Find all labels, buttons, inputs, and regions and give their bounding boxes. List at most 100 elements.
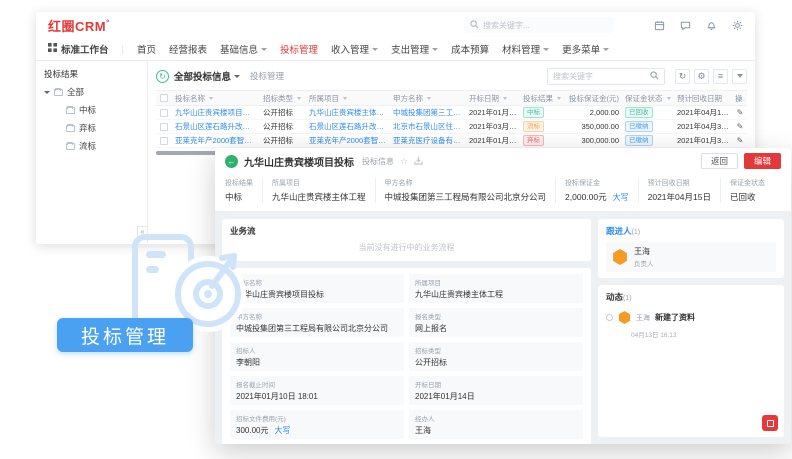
bid-detail-modal: ← 九华山庄贵宾楼项目投标 投标信息 ☆ 返回 编辑 投标结果 中标 所属项目 … (215, 148, 791, 444)
chevron-down-icon (261, 47, 268, 51)
field-bid-name: 投标名称 九华山庄贵宾楼项目投标 (230, 274, 404, 303)
uppercase-link[interactable]: 大写 (274, 426, 291, 435)
bell-icon[interactable] (706, 20, 717, 31)
activity-time: 04月13日 16:13 (631, 332, 677, 339)
gear-icon[interactable] (732, 20, 743, 31)
tree-title: 投标结果 (44, 69, 79, 79)
filter-icon[interactable] (209, 96, 213, 100)
refresh-icon[interactable]: ↻ (675, 68, 690, 84)
nav-item-material[interactable]: 材料管理 (502, 42, 550, 56)
folder-icon (66, 123, 75, 132)
filter-icon[interactable] (732, 68, 747, 84)
table-header-row: 投标名称 招标类型 所属项目 甲方名称 开标日期 投标结果 投标保证金(元) 保… (156, 90, 747, 106)
field-tender-type: 招标类型 公开招标 (409, 342, 583, 371)
edit-icon[interactable]: ✎ (736, 122, 744, 131)
app-logo: 红圈CRM° (48, 18, 110, 34)
nav-item-expense[interactable]: 支出管理 (391, 42, 439, 56)
summary-deposit: 投标保证金 2,000.00元 大写 (555, 178, 638, 203)
nav-item-reports[interactable]: 经营报表 (169, 45, 208, 56)
row-checkbox[interactable] (160, 136, 168, 145)
column-list-icon[interactable]: ≡ (713, 68, 728, 84)
status-badge: 已缴纳 (625, 135, 653, 146)
table-search[interactable] (547, 67, 665, 85)
summary-party: 甲方名称 中城投集团第三工程局有限公司北京分公司 (374, 178, 556, 203)
nav-item-basic-info[interactable]: 基础信息 (220, 42, 268, 56)
project-link[interactable]: 九华山庄贵宾楼主体工程 (272, 192, 366, 202)
business-flow-card: 业务流 当前没有进行中的业务流程 (222, 219, 591, 261)
calendar-icon[interactable] (654, 20, 665, 31)
clock-icon (606, 314, 613, 321)
edit-icon[interactable]: ✎ (736, 108, 744, 117)
project-link[interactable]: 九华山庄贵宾楼主体工程 (415, 290, 503, 299)
filter-icon[interactable] (666, 96, 671, 100)
detail-fields-card: 投标名称 九华山庄贵宾楼项目投标 所属项目 九华山庄贵宾楼主体工程 甲方名称 中… (222, 268, 591, 444)
summary-bar: 投标结果 中标 所属项目 九华山庄贵宾楼主体工程 甲方名称 中城投集团第三工程局… (215, 174, 791, 212)
global-search[interactable] (464, 17, 614, 33)
refresh-view-icon[interactable]: ↻ (156, 69, 169, 83)
folder-icon (66, 105, 75, 114)
nav-item-home[interactable]: 首页 (136, 45, 156, 56)
search-icon (470, 16, 479, 34)
handler-link[interactable]: 王海 (415, 426, 431, 435)
row-checkbox[interactable] (160, 122, 168, 131)
status-badge: 已缴纳 (625, 121, 653, 132)
table-row[interactable]: 石景山区莲石路升改造工程 公开招标 石景山区莲石路升改造工程 北京市石景山区住房… (156, 120, 747, 134)
party-link[interactable]: 中城投集团第三工程局有限公司北京分公司 (236, 324, 388, 333)
detail-title: 九华山庄贵宾楼项目投标 (244, 157, 354, 169)
view-selector[interactable]: 全部投标信息 (174, 72, 232, 83)
chevron-down-icon (432, 47, 439, 51)
back-icon[interactable]: ← (225, 154, 238, 168)
tree-expand-icon[interactable] (44, 90, 50, 94)
table-row[interactable]: 亚莱克年产2000套智能... 公开招标 亚莱克年产2000套智能... 亚莱克… (156, 134, 747, 148)
avatar (613, 249, 627, 265)
table-row[interactable]: 九华山庄贵宾楼项目投标 公开招标 九华山庄贵宾楼主体工程 中城投集团第三工程局有… (156, 106, 747, 120)
tree-node-won[interactable]: 中标 (66, 104, 139, 116)
field-handler: 经办人 王海 (409, 410, 583, 439)
nav-item-income[interactable]: 收入管理 (331, 42, 379, 56)
tree-node-failed[interactable]: 流标 (66, 140, 139, 152)
tree-node-abandoned[interactable]: 弃标 (66, 122, 139, 134)
nav-divider: | (121, 43, 124, 55)
search-icon (650, 67, 659, 85)
return-button[interactable]: 返回 (700, 153, 738, 169)
nav-item-budget[interactable]: 成本预算 (451, 45, 490, 56)
result-tree-sidebar: 投标结果 全部 中标 弃标 流标 « (36, 61, 148, 243)
field-project: 所属项目 九华山庄贵宾楼主体工程 (409, 274, 583, 303)
nav-item-bidding[interactable]: 投标管理 (280, 45, 319, 56)
nav-item-more[interactable]: 更多菜单 (562, 42, 610, 56)
field-doc-fee: 招标文件费用(元) 300.00元 大写 (230, 410, 404, 439)
chevron-down-icon (603, 47, 610, 51)
bid-management-button[interactable]: 投标管理 (57, 318, 193, 352)
activity-item[interactable]: 王海 新建了资料 (606, 311, 776, 324)
edit-icon[interactable]: ✎ (736, 136, 744, 145)
detail-subtitle: 投标信息 (362, 156, 394, 166)
filter-icon[interactable] (557, 96, 561, 100)
folder-icon (66, 141, 75, 150)
status-badge: 已回收 (625, 107, 653, 118)
field-tenderer: 招标人 李朝阳 (230, 342, 404, 371)
filter-icon[interactable] (427, 96, 431, 100)
follower-item[interactable]: 王海 负责人 (606, 242, 776, 272)
filter-icon[interactable] (503, 96, 507, 100)
export-icon[interactable] (414, 152, 423, 170)
filter-icon[interactable] (297, 96, 301, 100)
row-checkbox[interactable] (160, 108, 168, 117)
nav-workbench[interactable]: 标准工作台 (48, 42, 109, 56)
result-badge: 流标 (523, 121, 544, 132)
uppercase-link[interactable]: 大写 (612, 193, 629, 202)
table-search-input[interactable] (553, 71, 650, 81)
red-widget-icon[interactable] (762, 415, 778, 431)
avatar (618, 311, 631, 324)
select-all-checkbox[interactable] (160, 94, 168, 102)
result-badge: 弃标 (523, 135, 544, 146)
filter-icon[interactable] (343, 96, 347, 100)
global-search-input[interactable] (483, 20, 593, 30)
tree-node-all[interactable]: 全部 (44, 86, 139, 98)
favorite-star-icon[interactable]: ☆ (400, 155, 409, 166)
party-link[interactable]: 中城投集团第三工程局有限公司北京分公司 (384, 192, 547, 202)
edit-button[interactable]: 编辑 (743, 153, 781, 169)
message-icon[interactable] (680, 20, 691, 31)
field-signup-type: 报名类型 网上报名 (409, 308, 583, 337)
flow-empty-text: 当前没有进行中的业务流程 (358, 243, 455, 252)
settings-icon[interactable]: ⚙ (694, 68, 709, 84)
